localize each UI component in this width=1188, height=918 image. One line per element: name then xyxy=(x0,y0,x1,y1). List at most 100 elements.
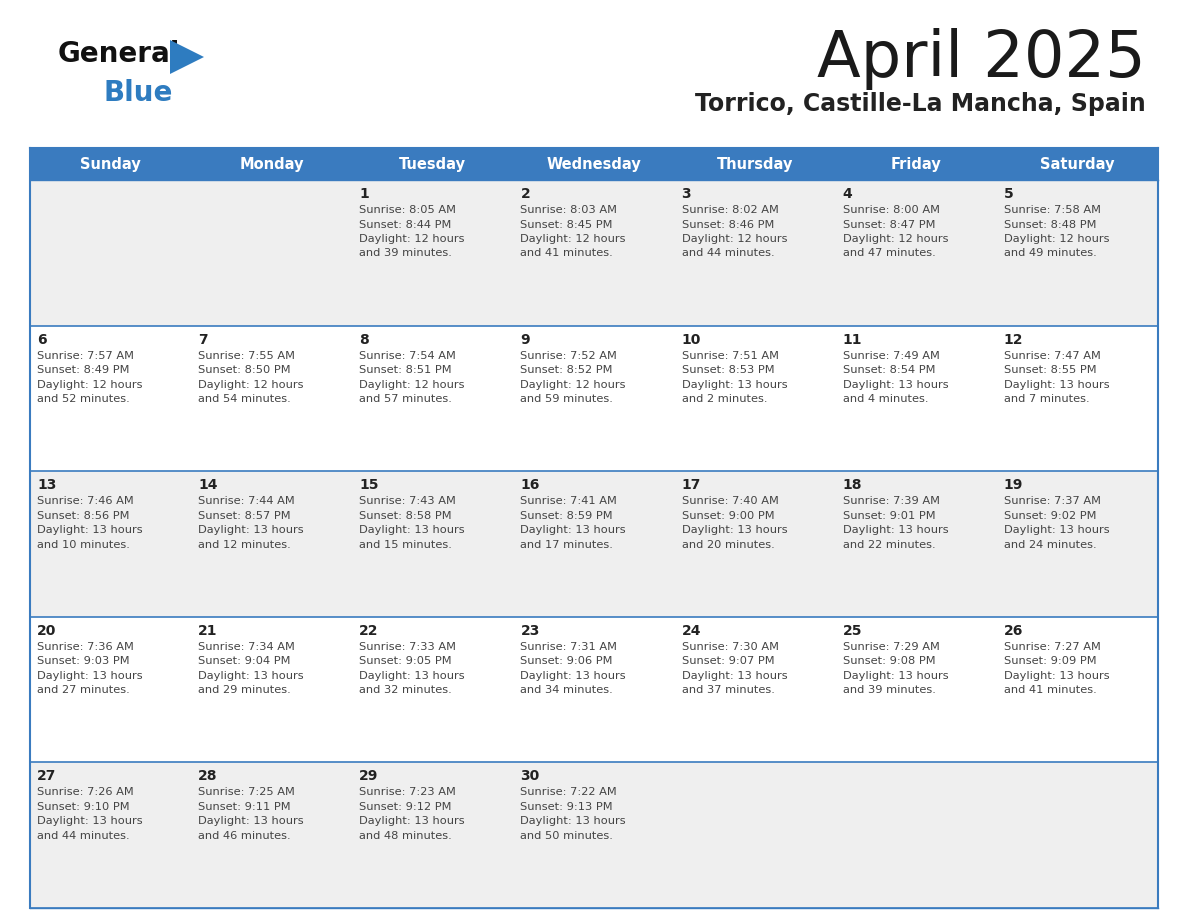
Text: Daylight: 12 hours: Daylight: 12 hours xyxy=(198,380,304,389)
Text: 14: 14 xyxy=(198,478,217,492)
Text: and 27 minutes.: and 27 minutes. xyxy=(37,686,129,695)
Text: General: General xyxy=(58,40,181,68)
Text: 12: 12 xyxy=(1004,332,1023,347)
Text: Daylight: 13 hours: Daylight: 13 hours xyxy=(1004,380,1110,389)
Text: and 57 minutes.: and 57 minutes. xyxy=(359,394,453,404)
Text: Sunset: 8:52 PM: Sunset: 8:52 PM xyxy=(520,365,613,375)
Text: and 12 minutes.: and 12 minutes. xyxy=(198,540,291,550)
Text: 29: 29 xyxy=(359,769,379,783)
Text: Sunset: 8:51 PM: Sunset: 8:51 PM xyxy=(359,365,451,375)
Bar xyxy=(30,326,1158,471)
Text: Sunrise: 7:33 AM: Sunrise: 7:33 AM xyxy=(359,642,456,652)
Text: Sunset: 8:58 PM: Sunset: 8:58 PM xyxy=(359,510,451,521)
Text: Daylight: 13 hours: Daylight: 13 hours xyxy=(1004,671,1110,681)
Text: 15: 15 xyxy=(359,478,379,492)
Text: Daylight: 13 hours: Daylight: 13 hours xyxy=(520,525,626,535)
Text: Sunrise: 7:22 AM: Sunrise: 7:22 AM xyxy=(520,788,618,798)
Text: 17: 17 xyxy=(682,478,701,492)
Text: April 2025: April 2025 xyxy=(817,28,1146,90)
Polygon shape xyxy=(170,40,204,74)
Text: and 39 minutes.: and 39 minutes. xyxy=(359,249,453,259)
Text: Sunrise: 7:41 AM: Sunrise: 7:41 AM xyxy=(520,497,618,506)
Text: Wednesday: Wednesday xyxy=(546,156,642,172)
Text: Daylight: 13 hours: Daylight: 13 hours xyxy=(682,380,788,389)
Text: and 41 minutes.: and 41 minutes. xyxy=(1004,686,1097,695)
Bar xyxy=(30,763,1158,908)
Text: and 2 minutes.: and 2 minutes. xyxy=(682,394,767,404)
Text: 16: 16 xyxy=(520,478,539,492)
Text: and 59 minutes.: and 59 minutes. xyxy=(520,394,613,404)
Text: Daylight: 13 hours: Daylight: 13 hours xyxy=(198,525,304,535)
Text: Sunrise: 7:47 AM: Sunrise: 7:47 AM xyxy=(1004,351,1101,361)
Text: Sunset: 9:07 PM: Sunset: 9:07 PM xyxy=(682,656,775,666)
Text: Friday: Friday xyxy=(891,156,942,172)
Text: Sunrise: 7:52 AM: Sunrise: 7:52 AM xyxy=(520,351,618,361)
Text: Sunset: 9:09 PM: Sunset: 9:09 PM xyxy=(1004,656,1097,666)
Text: Sunset: 8:55 PM: Sunset: 8:55 PM xyxy=(1004,365,1097,375)
Text: 24: 24 xyxy=(682,624,701,638)
Text: Sunrise: 7:54 AM: Sunrise: 7:54 AM xyxy=(359,351,456,361)
Text: 1: 1 xyxy=(359,187,369,201)
Text: Sunrise: 8:05 AM: Sunrise: 8:05 AM xyxy=(359,205,456,215)
Text: Sunrise: 7:36 AM: Sunrise: 7:36 AM xyxy=(37,642,134,652)
Text: Daylight: 12 hours: Daylight: 12 hours xyxy=(842,234,948,244)
Text: 23: 23 xyxy=(520,624,539,638)
Text: and 34 minutes.: and 34 minutes. xyxy=(520,686,613,695)
Text: Sunset: 9:08 PM: Sunset: 9:08 PM xyxy=(842,656,935,666)
Text: Sunrise: 7:57 AM: Sunrise: 7:57 AM xyxy=(37,351,134,361)
Bar xyxy=(30,148,1158,180)
Text: and 10 minutes.: and 10 minutes. xyxy=(37,540,129,550)
Text: Sunset: 8:59 PM: Sunset: 8:59 PM xyxy=(520,510,613,521)
Text: 7: 7 xyxy=(198,332,208,347)
Text: Sunrise: 7:25 AM: Sunrise: 7:25 AM xyxy=(198,788,295,798)
Text: Daylight: 12 hours: Daylight: 12 hours xyxy=(1004,234,1110,244)
Text: Sunrise: 7:51 AM: Sunrise: 7:51 AM xyxy=(682,351,778,361)
Text: and 52 minutes.: and 52 minutes. xyxy=(37,394,129,404)
Text: 9: 9 xyxy=(520,332,530,347)
Text: Sunset: 8:56 PM: Sunset: 8:56 PM xyxy=(37,510,129,521)
Text: 21: 21 xyxy=(198,624,217,638)
Text: Sunrise: 7:37 AM: Sunrise: 7:37 AM xyxy=(1004,497,1101,506)
Text: Sunrise: 7:31 AM: Sunrise: 7:31 AM xyxy=(520,642,618,652)
Text: Sunrise: 7:29 AM: Sunrise: 7:29 AM xyxy=(842,642,940,652)
Text: Daylight: 13 hours: Daylight: 13 hours xyxy=(37,816,143,826)
Text: 30: 30 xyxy=(520,769,539,783)
Text: Sunrise: 7:58 AM: Sunrise: 7:58 AM xyxy=(1004,205,1101,215)
Text: Daylight: 13 hours: Daylight: 13 hours xyxy=(198,816,304,826)
Text: 10: 10 xyxy=(682,332,701,347)
Text: and 29 minutes.: and 29 minutes. xyxy=(198,686,291,695)
Text: Daylight: 13 hours: Daylight: 13 hours xyxy=(359,671,465,681)
Text: Sunrise: 7:43 AM: Sunrise: 7:43 AM xyxy=(359,497,456,506)
Text: Sunset: 8:53 PM: Sunset: 8:53 PM xyxy=(682,365,775,375)
Text: and 7 minutes.: and 7 minutes. xyxy=(1004,394,1089,404)
Text: Daylight: 13 hours: Daylight: 13 hours xyxy=(37,671,143,681)
Text: Sunrise: 7:55 AM: Sunrise: 7:55 AM xyxy=(198,351,295,361)
Text: Sunrise: 8:00 AM: Sunrise: 8:00 AM xyxy=(842,205,940,215)
Text: and 37 minutes.: and 37 minutes. xyxy=(682,686,775,695)
Text: Daylight: 12 hours: Daylight: 12 hours xyxy=(37,380,143,389)
Text: Sunrise: 7:23 AM: Sunrise: 7:23 AM xyxy=(359,788,456,798)
Text: Daylight: 13 hours: Daylight: 13 hours xyxy=(359,525,465,535)
Bar xyxy=(30,617,1158,763)
Text: 13: 13 xyxy=(37,478,56,492)
Text: 8: 8 xyxy=(359,332,369,347)
Text: Daylight: 13 hours: Daylight: 13 hours xyxy=(1004,525,1110,535)
Text: and 47 minutes.: and 47 minutes. xyxy=(842,249,935,259)
Text: Sunset: 9:04 PM: Sunset: 9:04 PM xyxy=(198,656,291,666)
Text: 26: 26 xyxy=(1004,624,1023,638)
Text: Sunset: 9:00 PM: Sunset: 9:00 PM xyxy=(682,510,775,521)
Text: Sunrise: 7:40 AM: Sunrise: 7:40 AM xyxy=(682,497,778,506)
Text: 3: 3 xyxy=(682,187,691,201)
Text: Daylight: 12 hours: Daylight: 12 hours xyxy=(359,234,465,244)
Text: and 46 minutes.: and 46 minutes. xyxy=(198,831,291,841)
Text: 5: 5 xyxy=(1004,187,1013,201)
Text: Sunset: 9:02 PM: Sunset: 9:02 PM xyxy=(1004,510,1097,521)
Text: Blue: Blue xyxy=(103,79,172,107)
Text: Daylight: 13 hours: Daylight: 13 hours xyxy=(520,671,626,681)
Text: Monday: Monday xyxy=(240,156,304,172)
Text: 28: 28 xyxy=(198,769,217,783)
Text: Daylight: 13 hours: Daylight: 13 hours xyxy=(520,816,626,826)
Text: and 4 minutes.: and 4 minutes. xyxy=(842,394,928,404)
Text: Daylight: 13 hours: Daylight: 13 hours xyxy=(359,816,465,826)
Text: Daylight: 12 hours: Daylight: 12 hours xyxy=(682,234,788,244)
